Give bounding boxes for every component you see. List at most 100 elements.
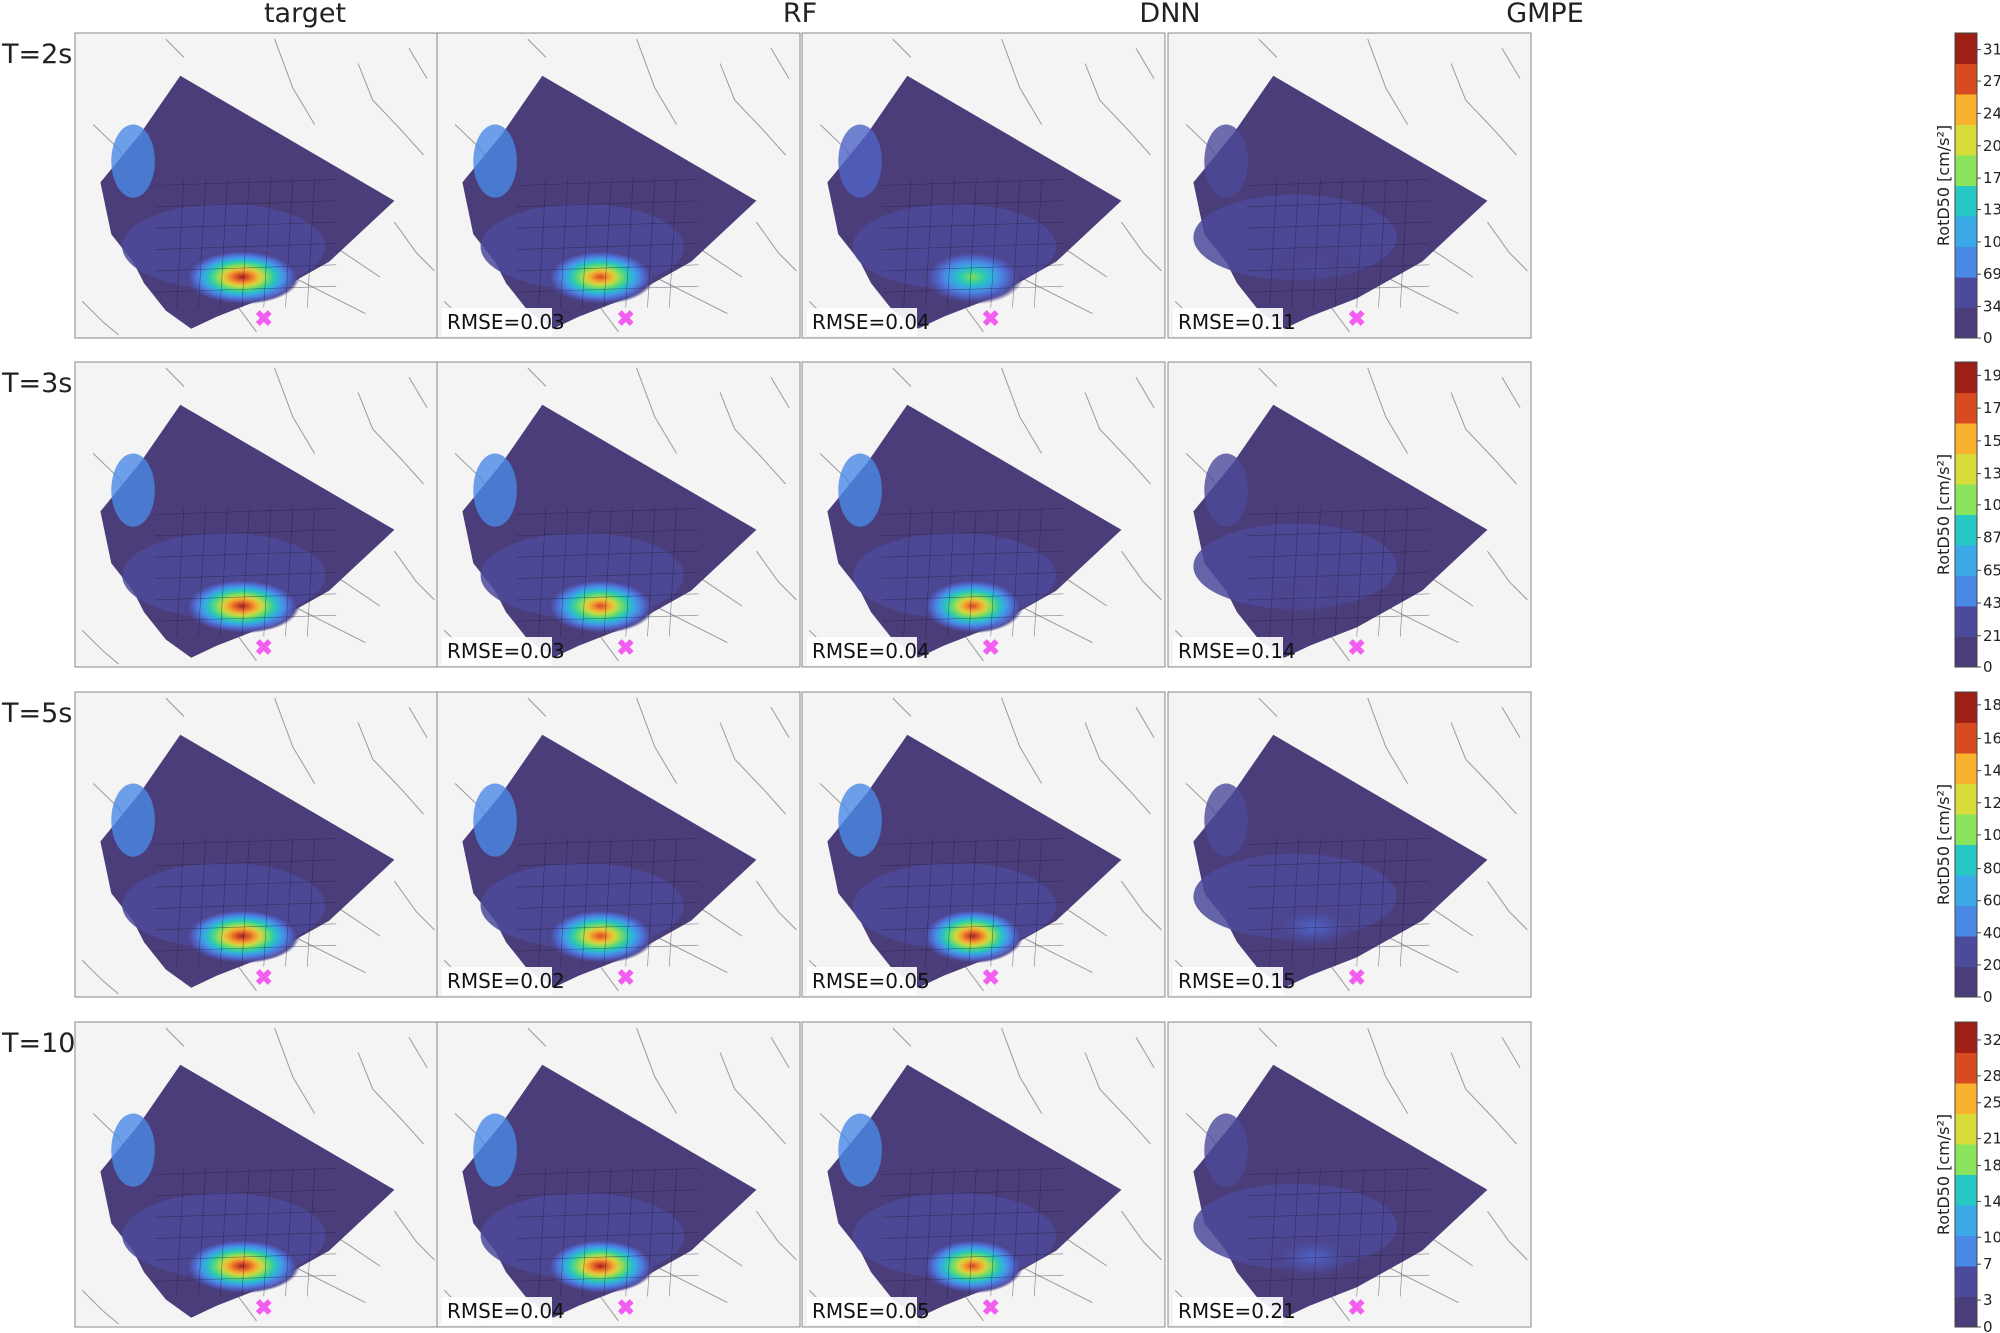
street-line [1012,1168,1021,1297]
street-line [881,179,1064,186]
street-line [881,508,1064,515]
map-panel: ✖ [74,1021,439,1328]
colorbar-tick-label: 87 [1983,529,2000,547]
street-line [1400,508,1408,637]
road-line [755,880,797,931]
street-line [1400,838,1408,967]
street-line [154,179,337,186]
street-line [1247,944,1430,952]
road-line [81,1290,119,1325]
colorbar: 0 34 69 104 139 173 208 243 278 312 RotD50 [cm/s²] [1934,32,2000,347]
road-line [654,605,728,644]
colorbar-tick-label: 121 [1983,794,2000,812]
colorbar-tick-label: 152 [1983,432,2000,450]
hotspot-shade [545,908,655,964]
street-line [1247,200,1430,208]
street-line [903,179,912,308]
street-line [647,1168,656,1297]
rmse-box [807,1297,917,1325]
road-line [964,636,984,662]
map-panel: ✖ RMSE=0.03 [436,32,801,339]
hotspot-shade [1262,572,1365,622]
street-line [176,179,185,308]
rmse-label: RMSE=0.04 [447,1299,565,1323]
street-line [154,285,337,293]
street-line [1312,1168,1321,1297]
street-line [516,529,699,537]
colorbar-segment [1955,692,1977,723]
street-line [516,923,699,931]
rmse-box [807,308,917,336]
road-line [165,38,185,58]
road-line [292,935,366,974]
road-line [393,550,435,601]
map-panel: ✖ RMSE=0.05 [801,691,1166,998]
row-label: T=5s [1,698,72,729]
street-line [154,944,337,952]
coast-shade [111,453,155,527]
street-line [647,508,656,637]
road-line [755,1210,797,1261]
street-line [516,264,699,272]
colorbar-segment [1955,362,1977,393]
colorbar-tick-label: 40 [1983,924,2000,942]
road-line [1501,377,1521,409]
colorbar-frame [1954,32,1978,339]
map-panel: ✖ [74,361,439,668]
street-line [1012,838,1021,967]
street-line [603,508,612,637]
street-line [538,179,547,308]
street-line [219,508,228,637]
street-line [154,550,337,558]
map-panel: ✖ [74,32,439,339]
road-line [654,935,728,974]
colorbar-segment [1955,636,1977,668]
street-line [1247,572,1430,579]
road-line [393,1210,435,1261]
road-line [527,697,547,717]
street-line [516,880,699,888]
street-line [1012,508,1021,637]
colorbar-segment [1955,1235,1977,1267]
colorbar-tick-label: 0 [1983,988,1993,1006]
colorbar-segment [1955,722,1977,754]
road-line [1330,966,1350,992]
colorbar-tick-label: 0 [1983,1318,1993,1333]
colorbar-segment [1955,875,1977,906]
colorbar-tick-label: 208 [1983,137,2000,155]
colorbar-frame [1954,361,1978,668]
hotspot-shade [921,578,1024,634]
road-line [1486,1210,1528,1261]
street-line [516,614,699,622]
road-line [1084,392,1151,485]
hotspot-shade [183,1238,301,1294]
street-line [968,1168,977,1297]
colorbar-segment [1955,514,1977,546]
colorbar-tick-label: 130 [1983,465,2000,483]
street-line [881,529,1064,537]
hotspot-shade [1262,1232,1365,1282]
colorbar-tick-label: 25 [1983,1094,2000,1112]
colorbar-tick-label: 104 [1983,233,2000,251]
hotspot-shade [921,249,1024,305]
rmse-box [1173,637,1283,665]
road-line [1019,1265,1093,1304]
road-line [964,307,984,333]
street-line [1247,529,1430,537]
coast-shade [1204,783,1248,857]
road-line [1019,605,1093,644]
road-line [1450,722,1517,815]
street-line [1247,1210,1430,1218]
road-line [1385,935,1459,974]
street-line [538,838,547,967]
colorbar-tick-label: 43 [1983,594,2000,612]
street-line [1291,508,1299,637]
epicenter-marker: ✖ [982,1295,1000,1320]
coast-shade [1204,124,1248,198]
street-line [1247,838,1430,845]
street-line [154,880,337,888]
street-line [176,508,185,637]
street-line [946,179,955,308]
street-line [925,838,933,967]
street-line [881,1253,1064,1261]
